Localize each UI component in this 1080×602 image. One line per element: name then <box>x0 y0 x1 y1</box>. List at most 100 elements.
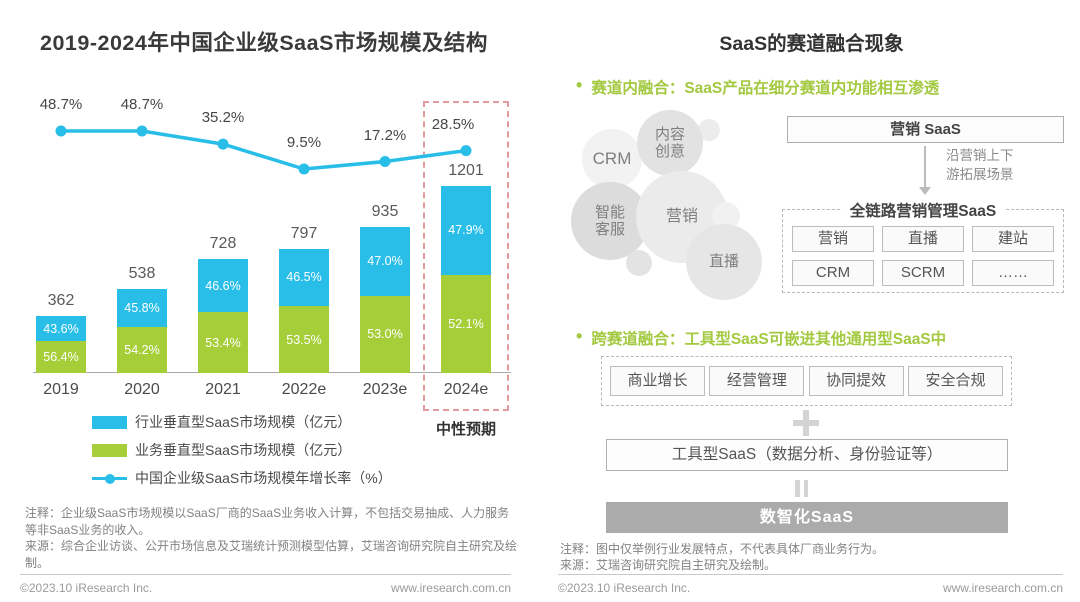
funnel-title-wrap: 全链路营销管理SaaS <box>783 199 1063 221</box>
bar-segment-industry: 46.6% <box>198 259 248 313</box>
bar-segment-industry: 47.0% <box>360 227 410 296</box>
funnel-item-livestream: 直播 <box>882 226 964 252</box>
bullet-dot-icon: • <box>576 75 583 95</box>
funnel-item-scrm: SCRM <box>882 260 964 286</box>
neutral-forecast-label: 中性预期 <box>435 421 496 438</box>
legend-line-marker <box>92 472 127 485</box>
down-arrow-head-icon <box>919 187 931 195</box>
bullet-text: 跨赛道融合：工具型SaaS可嵌进其他通用型SaaS中 <box>591 331 947 348</box>
general-box-collaboration: 协同提效 <box>808 366 904 396</box>
growth-line-point <box>379 156 391 168</box>
segment-value-label: 43.6% <box>43 321 79 336</box>
growth-value-label: 48.7% <box>39 96 83 113</box>
bar-segment-business: 53.5% <box>279 306 329 373</box>
x-axis-tick-label: 2023e <box>362 381 408 398</box>
segment-value-label: 46.6% <box>205 278 241 293</box>
bullet-text: 赛道内融合：SaaS产品在细分赛道内功能相互渗透 <box>591 80 940 97</box>
growth-line-point <box>136 125 148 137</box>
bar-segment-industry: 46.5% <box>279 248 329 307</box>
left-note-text: 注释：企业级SaaS市场规模以SaaS厂商的SaaS业务收入计算，不包括交易抽成… <box>25 506 510 537</box>
bar-segment-business: 52.1% <box>441 275 491 373</box>
down-arrow-icon <box>924 146 926 187</box>
bar-2021: 46.6% 53.4% <box>198 259 248 373</box>
left-footer: ©2023.10 iResearch Inc. www.iresearch.co… <box>20 581 511 595</box>
legend-item-growth-rate: 中国企业级SaaS市场规模年增长率（%） <box>92 470 392 486</box>
bar-segment-business: 53.4% <box>198 312 248 373</box>
x-axis-tick-label: 2024e <box>443 381 489 398</box>
x-axis-line <box>33 372 511 373</box>
segment-value-label: 56.4% <box>43 350 79 365</box>
legend-swatch-industry <box>92 415 127 429</box>
left-chart-title: 2019-2024年中国企业级SaaS市场规模及结构 <box>40 31 488 55</box>
bar-total-label: 935 <box>371 203 399 221</box>
legend-label: 业务垂直型SaaS市场规模（亿元） <box>135 442 352 458</box>
bullet-cross-track-fusion: • 跨赛道融合：工具型SaaS可嵌进其他通用型SaaS中 <box>576 327 946 349</box>
website-link[interactable]: www.iresearch.com.cn <box>942 581 1063 595</box>
full-chain-marketing-saas-box: 全链路营销管理SaaS 营销 直播 建站 CRM SCRM …… <box>782 203 1064 293</box>
marketing-saas-box: 营销 SaaS <box>787 116 1064 143</box>
legend-label: 行业垂直型SaaS市场规模（亿元） <box>135 414 352 430</box>
copyright-text: ©2023.10 iResearch Inc. <box>558 581 691 595</box>
x-axis-tick-label: 2019 <box>43 381 79 398</box>
left-notes: 注释：企业级SaaS市场规模以SaaS厂商的SaaS业务收入计算，不包括交易抽成… <box>25 505 519 571</box>
bar-segment-business: 56.4% <box>36 341 86 373</box>
arrow-annotation: 沿营销上下 游拓展场景 <box>946 148 1014 182</box>
bar-2020: 45.8% 54.2% <box>117 289 167 373</box>
bar-total-label: 728 <box>209 235 237 253</box>
right-footer: ©2023.10 iResearch Inc. www.iresearch.co… <box>558 581 1063 595</box>
growth-value-label: 28.5% <box>431 115 475 133</box>
digital-intelligence-saas-box: 数智化SaaS <box>606 502 1008 533</box>
legend-swatch-business <box>92 443 127 457</box>
bar-segment-industry: 47.9% <box>441 185 491 276</box>
right-panel-title: SaaS的赛道融合现象 <box>719 33 904 55</box>
legend-item-business-vertical: 业务垂直型SaaS市场规模（亿元） <box>92 442 352 458</box>
bullet-dot-icon: • <box>576 326 583 346</box>
bar-segment-industry: 45.8% <box>117 289 167 328</box>
growth-value-label: 9.5% <box>286 134 322 151</box>
segment-value-label: 53.5% <box>286 332 322 347</box>
growth-line-point <box>55 125 67 137</box>
legend-item-industry-vertical: 行业垂直型SaaS市场规模（亿元） <box>92 414 352 430</box>
website-link[interactable]: www.iresearch.com.cn <box>390 581 511 595</box>
bar-segment-business: 54.2% <box>117 327 167 373</box>
funnel-item-marketing: 营销 <box>792 226 874 252</box>
bubble-decoration <box>698 119 720 141</box>
funnel-items-grid: 营销 直播 建站 CRM SCRM …… <box>792 226 1054 286</box>
bubble-livestream: 直播 <box>686 224 762 300</box>
forecast-highlight-box <box>423 101 509 411</box>
growth-line-point <box>298 163 310 175</box>
growth-value-label: 48.7% <box>120 96 164 113</box>
bar-2022e: 46.5% 53.5% <box>279 248 329 373</box>
growth-value-label: 35.2% <box>201 109 245 127</box>
left-source-text: 来源：综合企业访谈、公开市场信息及艾瑞统计预测模型估算，艾瑞咨询研究院自主研究及… <box>25 539 518 570</box>
bar-total-label: 362 <box>47 292 75 310</box>
segment-value-label: 47.0% <box>367 254 403 269</box>
segment-value-label: 45.8% <box>124 301 160 316</box>
bar-segment-industry: 43.6% <box>36 316 86 342</box>
bar-2019: 43.6% 56.4% <box>36 316 86 373</box>
segment-value-label: 47.9% <box>448 223 484 238</box>
general-box-security-compliance: 安全合规 <box>907 366 1003 396</box>
bar-2023e: 47.0% 53.0% <box>360 227 410 373</box>
general-saas-group-box: 商业增长 经营管理 协同提效 安全合规 <box>601 356 1012 406</box>
funnel-title: 全链路营销管理SaaS <box>841 203 1005 220</box>
funnel-item-more: …… <box>972 260 1054 286</box>
segment-value-label: 46.5% <box>286 270 322 285</box>
segment-value-label: 52.1% <box>448 317 484 332</box>
right-note: 注释：图中仅举例行业发展特点，不代表具体厂商业务行为。 <box>560 542 885 556</box>
x-axis-tick-label: 2022e <box>281 381 327 398</box>
tool-saas-box: 工具型SaaS（数据分析、身份验证等） <box>606 439 1008 471</box>
right-footer-divider <box>558 574 1063 575</box>
segment-value-label: 54.2% <box>124 343 160 358</box>
x-axis-tick-label: 2020 <box>124 381 160 398</box>
segment-value-label: 53.0% <box>367 327 403 342</box>
equals-icon <box>795 480 809 497</box>
copyright-text: ©2023.10 iResearch Inc. <box>20 581 153 595</box>
plus-icon <box>793 410 819 436</box>
right-source: 来源：艾瑞咨询研究院自主研究及绘制。 <box>560 558 777 572</box>
funnel-item-sitebuild: 建站 <box>972 226 1054 252</box>
bubble-content-creative: 内容 创意 <box>637 110 703 176</box>
bullet-in-track-fusion: • 赛道内融合：SaaS产品在细分赛道内功能相互渗透 <box>576 76 939 98</box>
bar-total-label: 797 <box>290 224 318 242</box>
